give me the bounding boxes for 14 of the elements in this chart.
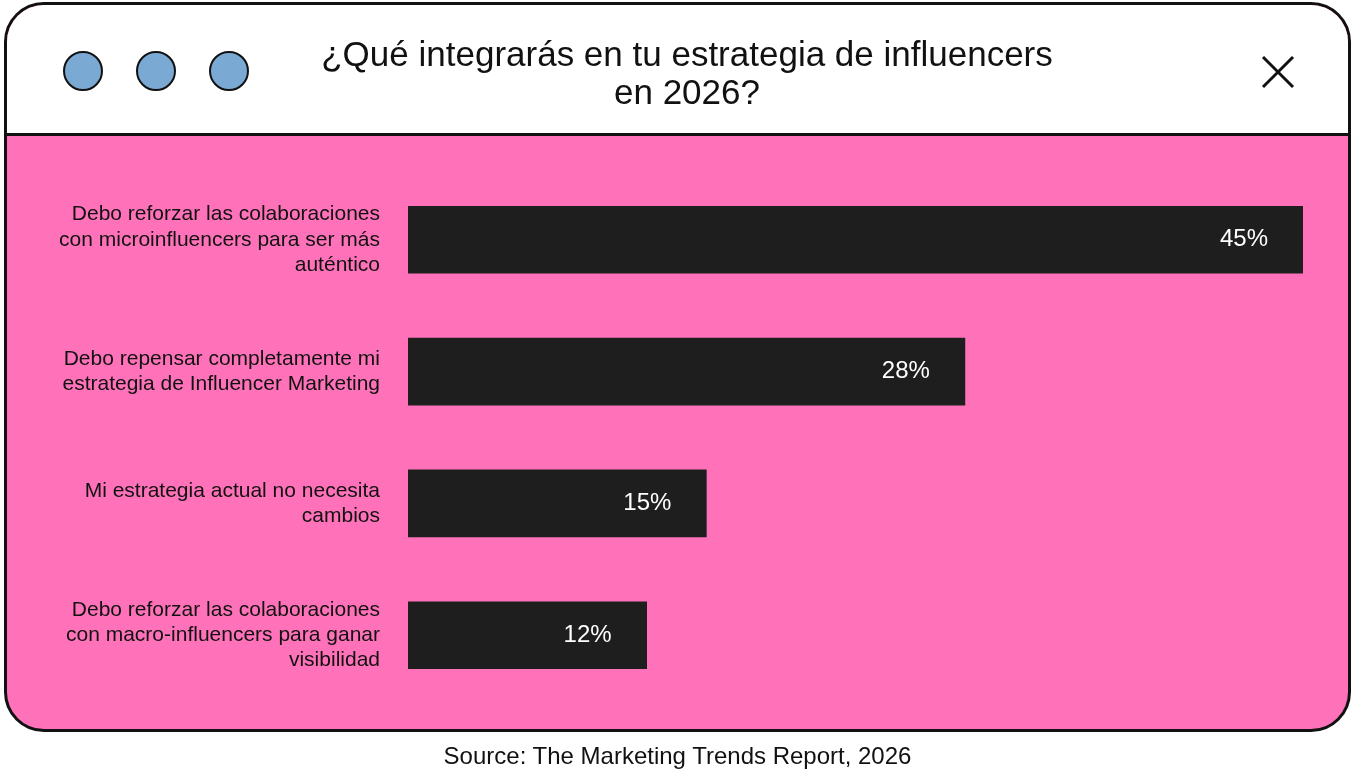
y-tick-label: Debo reforzar las colaboraciones con microinfluencers para ser más auténtico [59,201,380,275]
source-note: Source: The Marketing Trends Report, 2026 [442,742,913,770]
bar [408,469,707,538]
data-label: 15% [623,488,672,516]
bar [408,205,1303,274]
y-tick-label: Mi estrategia actual no necesita cambios [84,477,381,526]
y-tick-label: Debo reforzar las colaboraciones con macro-influencers para ganar visibilidad [66,596,380,671]
data-label: 28% [881,356,930,384]
data-label: 12% [563,619,612,647]
chart-title: ¿Qué integrarás en tu estrategia de influencers en 2026? [320,34,1054,111]
bar [408,337,966,406]
data-label: 45% [1219,224,1268,252]
y-tick-label: Debo repensar completamente mi estrategia de Influencer Marketing [62,345,380,394]
bar [408,601,647,670]
